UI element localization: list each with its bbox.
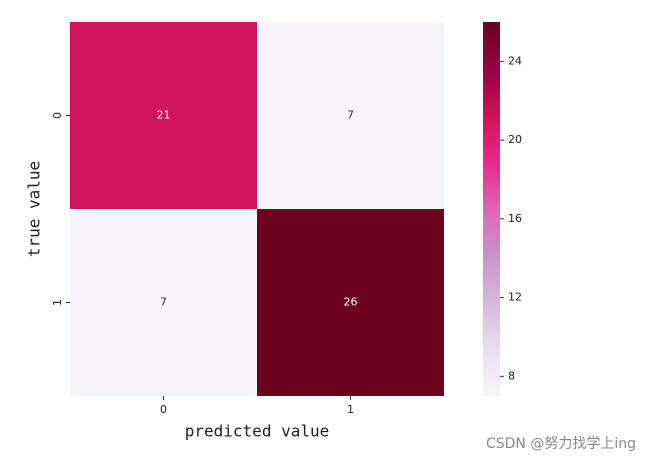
- x-axis-label: predicted value: [185, 422, 330, 441]
- y-tick-label: 0: [51, 112, 64, 119]
- x-tick-label: 1: [347, 403, 354, 416]
- cell-label: 26: [344, 296, 358, 309]
- colorbar-tick-label: 20: [508, 133, 522, 146]
- watermark: CSDN @努力找学上ing: [486, 436, 636, 452]
- x-tick-label: 0: [160, 403, 167, 416]
- colorbar-tick-label: 16: [508, 212, 522, 225]
- heatmap-cell: [70, 209, 257, 396]
- cell-label: 7: [347, 109, 354, 122]
- colorbar: [483, 22, 500, 396]
- heatmap-cell: [70, 22, 257, 209]
- colorbar-tick-label: 12: [508, 291, 522, 304]
- y-axis-label: true value: [25, 161, 44, 257]
- cell-label: 21: [157, 109, 171, 122]
- cell-label: 7: [160, 296, 167, 309]
- colorbar-tick-label: 8: [508, 369, 515, 382]
- heatmap-cell: [257, 22, 444, 209]
- heatmap-cell: [257, 209, 444, 396]
- y-tick-label: 1: [51, 299, 64, 306]
- colorbar-tick-label: 24: [508, 54, 522, 67]
